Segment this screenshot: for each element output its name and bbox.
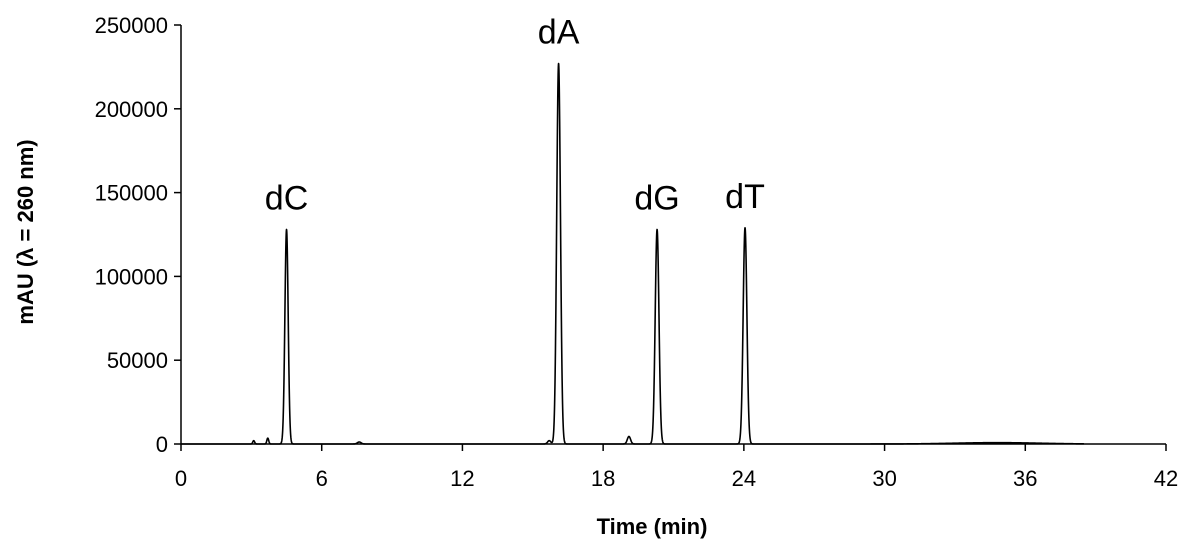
x-axis-title: Time (min) (597, 514, 708, 539)
x-tick-label: 24 (732, 466, 756, 491)
y-tick-label: 150000 (95, 181, 168, 206)
peak-label-dg: dG (634, 179, 679, 217)
x-tick-label: 30 (872, 466, 896, 491)
chromatogram-trace (180, 62, 1085, 445)
x-tick-label: 18 (591, 466, 615, 491)
plot-area (180, 62, 1085, 445)
peak-label-dt: dT (725, 178, 765, 216)
peak-label-dc: dC (265, 179, 308, 217)
y-axis-title: mAU (λ = 260 nm) (13, 139, 38, 324)
y-tick-label: 50000 (107, 348, 168, 373)
tick-labels: 0 6 12 18 24 30 36 42 0 50000 100000 150000 200000 25… (95, 13, 1179, 491)
x-tick-label: 42 (1154, 466, 1178, 491)
y-tick-label: 250000 (95, 13, 168, 38)
x-tick-label: 6 (316, 466, 328, 491)
peak-label-da: dA (538, 14, 580, 52)
y-tick-label: 100000 (95, 264, 168, 289)
y-tick-label: 200000 (95, 97, 168, 122)
axes (174, 24, 1167, 451)
x-tick-label: 0 (175, 466, 187, 491)
x-tick-label: 12 (450, 466, 474, 491)
x-tick-label: 36 (1013, 466, 1037, 491)
y-tick-label: 0 (156, 432, 168, 457)
peak-labels: dC dA dG dT (265, 14, 765, 218)
